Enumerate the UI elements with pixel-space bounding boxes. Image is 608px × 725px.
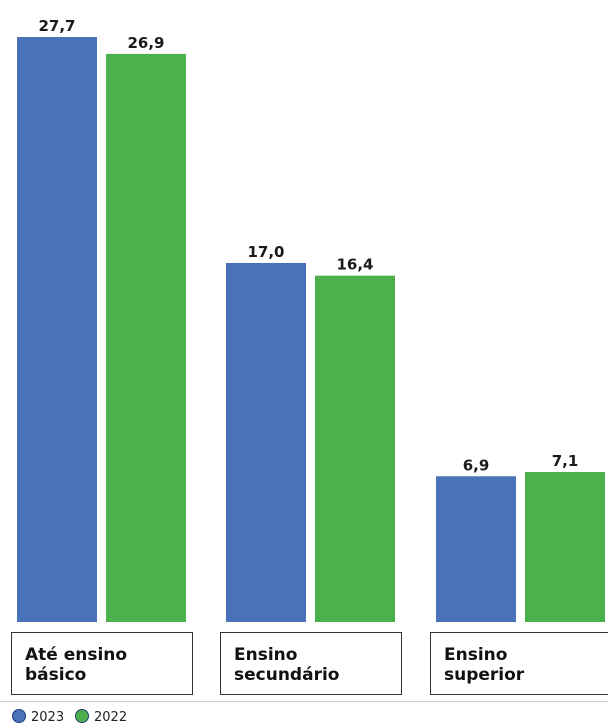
value-label-2022-0: 26,9: [127, 34, 164, 52]
value-labels-group: 27,7 26,9 17,0 16,4 6,9 7,1: [38, 17, 578, 474]
bar-2023-0: [17, 37, 97, 622]
bars-group: [17, 37, 605, 622]
value-label-2023-0: 27,7: [38, 17, 75, 35]
legend-label-2023: 2023: [31, 710, 64, 725]
value-label-2023-2: 6,9: [463, 456, 490, 474]
category-label-0-line-0: Até ensino: [25, 645, 127, 665]
legend-label-2022: 2022: [94, 710, 127, 725]
bar-2022-1: [315, 275, 395, 622]
legend-marker-2023: [12, 709, 26, 723]
bar-2022-2: [525, 472, 605, 622]
category-label-2-line-0: Ensino: [444, 645, 507, 665]
category-labels-group: Até ensinobásicoEnsinosecundárioEnsinosu…: [11, 632, 608, 695]
bar-2023-1: [226, 262, 306, 622]
bar-2023-2: [436, 476, 516, 622]
category-label-2-line-1: superior: [444, 665, 525, 685]
legend-marker-2022: [75, 709, 89, 723]
category-label-1-line-0: Ensino: [234, 645, 297, 665]
legend: 2023 2022: [12, 709, 127, 725]
value-label-2023-1: 17,0: [247, 243, 284, 261]
bar-2022-0: [106, 53, 186, 622]
value-label-2022-1: 16,4: [336, 256, 373, 274]
category-label-1-line-1: secundário: [234, 665, 339, 685]
category-label-0-line-1: básico: [25, 665, 86, 685]
value-label-2022-2: 7,1: [552, 452, 579, 470]
category-box-0: [11, 632, 193, 695]
category-box-2: [430, 632, 608, 695]
category-box-1: [220, 632, 402, 695]
